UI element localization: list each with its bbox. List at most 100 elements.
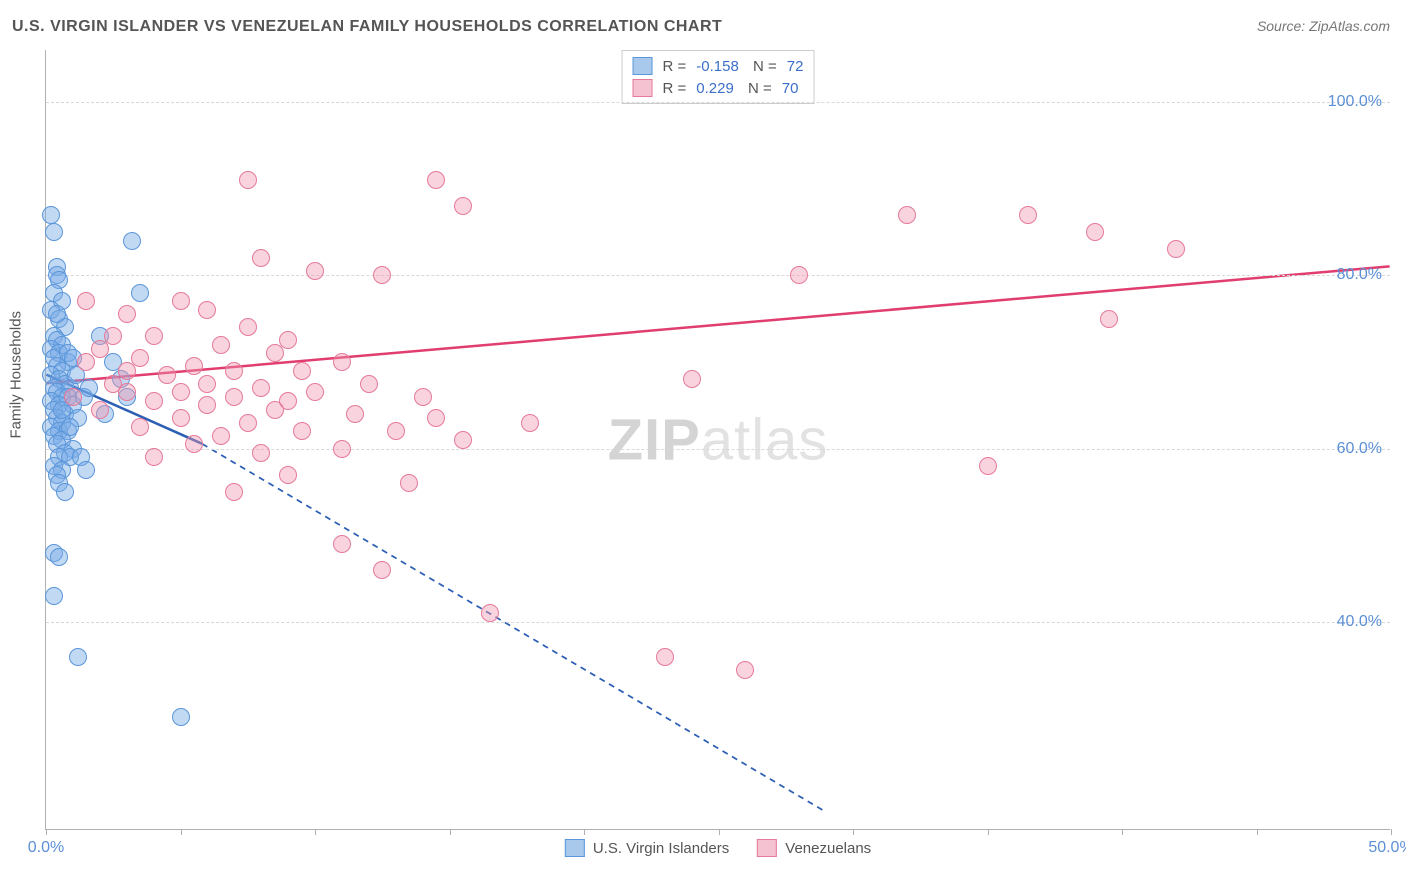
y-tick-label: 60.0% (1337, 440, 1382, 458)
gridline (46, 622, 1390, 623)
y-tick-label: 80.0% (1337, 266, 1382, 284)
data-point (61, 418, 79, 436)
legend-stats-row-1: R = -0.158 N = 72 (633, 55, 804, 77)
data-point (521, 414, 539, 432)
data-point (1100, 310, 1118, 328)
data-point (736, 661, 754, 679)
data-point (1167, 240, 1185, 258)
x-tick (584, 829, 585, 835)
legend-n-label: N = (744, 80, 772, 97)
chart-title: U.S. VIRGIN ISLANDER VS VENEZUELAN FAMIL… (12, 18, 722, 36)
legend-n-label: N = (749, 58, 777, 75)
data-point (252, 249, 270, 267)
x-tick (853, 829, 854, 835)
legend-n-value-2: 70 (782, 80, 799, 97)
legend-n-value-1: 72 (787, 58, 804, 75)
data-point (427, 409, 445, 427)
data-point (91, 401, 109, 419)
data-point (212, 427, 230, 445)
x-tick-label: 50.0% (1368, 839, 1406, 857)
data-point (64, 388, 82, 406)
data-point (306, 262, 324, 280)
data-point (131, 349, 149, 367)
legend-stats: R = -0.158 N = 72 R = 0.229 N = 70 (622, 50, 815, 104)
x-tick (450, 829, 451, 835)
data-point (239, 318, 257, 336)
data-point (252, 444, 270, 462)
legend-r-value-2: 0.229 (696, 80, 734, 97)
data-point (185, 357, 203, 375)
data-point (373, 266, 391, 284)
data-point (333, 353, 351, 371)
y-tick-label: 40.0% (1337, 613, 1382, 631)
watermark-zip: ZIP (608, 407, 701, 472)
data-point (225, 362, 243, 380)
data-point (80, 379, 98, 397)
legend-series: U.S. Virgin Islanders Venezuelans (565, 839, 871, 857)
data-point (77, 461, 95, 479)
data-point (91, 340, 109, 358)
data-point (346, 405, 364, 423)
data-point (172, 409, 190, 427)
legend-series-label-2: Venezuelans (785, 840, 871, 857)
data-point (979, 457, 997, 475)
gridline (46, 275, 1390, 276)
data-point (185, 435, 203, 453)
data-point (239, 414, 257, 432)
data-point (225, 388, 243, 406)
data-point (118, 383, 136, 401)
data-point (118, 362, 136, 380)
data-point (77, 292, 95, 310)
gridline (46, 449, 1390, 450)
data-point (45, 223, 63, 241)
data-point (56, 483, 74, 501)
data-point (50, 548, 68, 566)
data-point (118, 305, 136, 323)
legend-r-label: R = (663, 58, 687, 75)
x-tick (988, 829, 989, 835)
data-point (42, 206, 60, 224)
data-point (77, 353, 95, 371)
data-point (454, 431, 472, 449)
data-point (1019, 206, 1037, 224)
legend-r-label: R = (663, 80, 687, 97)
x-tick (46, 829, 47, 835)
data-point (454, 197, 472, 215)
x-tick (315, 829, 316, 835)
watermark-atlas: atlas (701, 407, 829, 472)
data-point (104, 327, 122, 345)
legend-series-item-1: U.S. Virgin Islanders (565, 839, 729, 857)
data-point (387, 422, 405, 440)
x-tick-label: 0.0% (28, 839, 64, 857)
data-point (683, 370, 701, 388)
data-point (198, 396, 216, 414)
data-point (790, 266, 808, 284)
data-point (172, 292, 190, 310)
data-point (306, 383, 324, 401)
x-tick (1257, 829, 1258, 835)
legend-series-label-1: U.S. Virgin Islanders (593, 840, 729, 857)
plot-area: ZIPatlas R = -0.158 N = 72 R = 0.229 N =… (45, 50, 1390, 830)
data-point (360, 375, 378, 393)
legend-r-value-1: -0.158 (696, 58, 739, 75)
chart-container: U.S. VIRGIN ISLANDER VS VENEZUELAN FAMIL… (0, 0, 1406, 892)
data-point (400, 474, 418, 492)
source-attribution: Source: ZipAtlas.com (1257, 18, 1390, 34)
x-tick (181, 829, 182, 835)
data-point (266, 401, 284, 419)
data-point (333, 535, 351, 553)
data-point (172, 708, 190, 726)
data-point (414, 388, 432, 406)
x-tick (1122, 829, 1123, 835)
legend-swatch-series-2-icon (633, 79, 653, 97)
legend-swatch-2-icon (757, 839, 777, 857)
x-tick (719, 829, 720, 835)
data-point (252, 379, 270, 397)
data-point (898, 206, 916, 224)
watermark: ZIPatlas (608, 406, 829, 473)
data-point (145, 327, 163, 345)
data-point (145, 448, 163, 466)
data-point (69, 648, 87, 666)
data-point (131, 284, 149, 302)
data-point (158, 366, 176, 384)
